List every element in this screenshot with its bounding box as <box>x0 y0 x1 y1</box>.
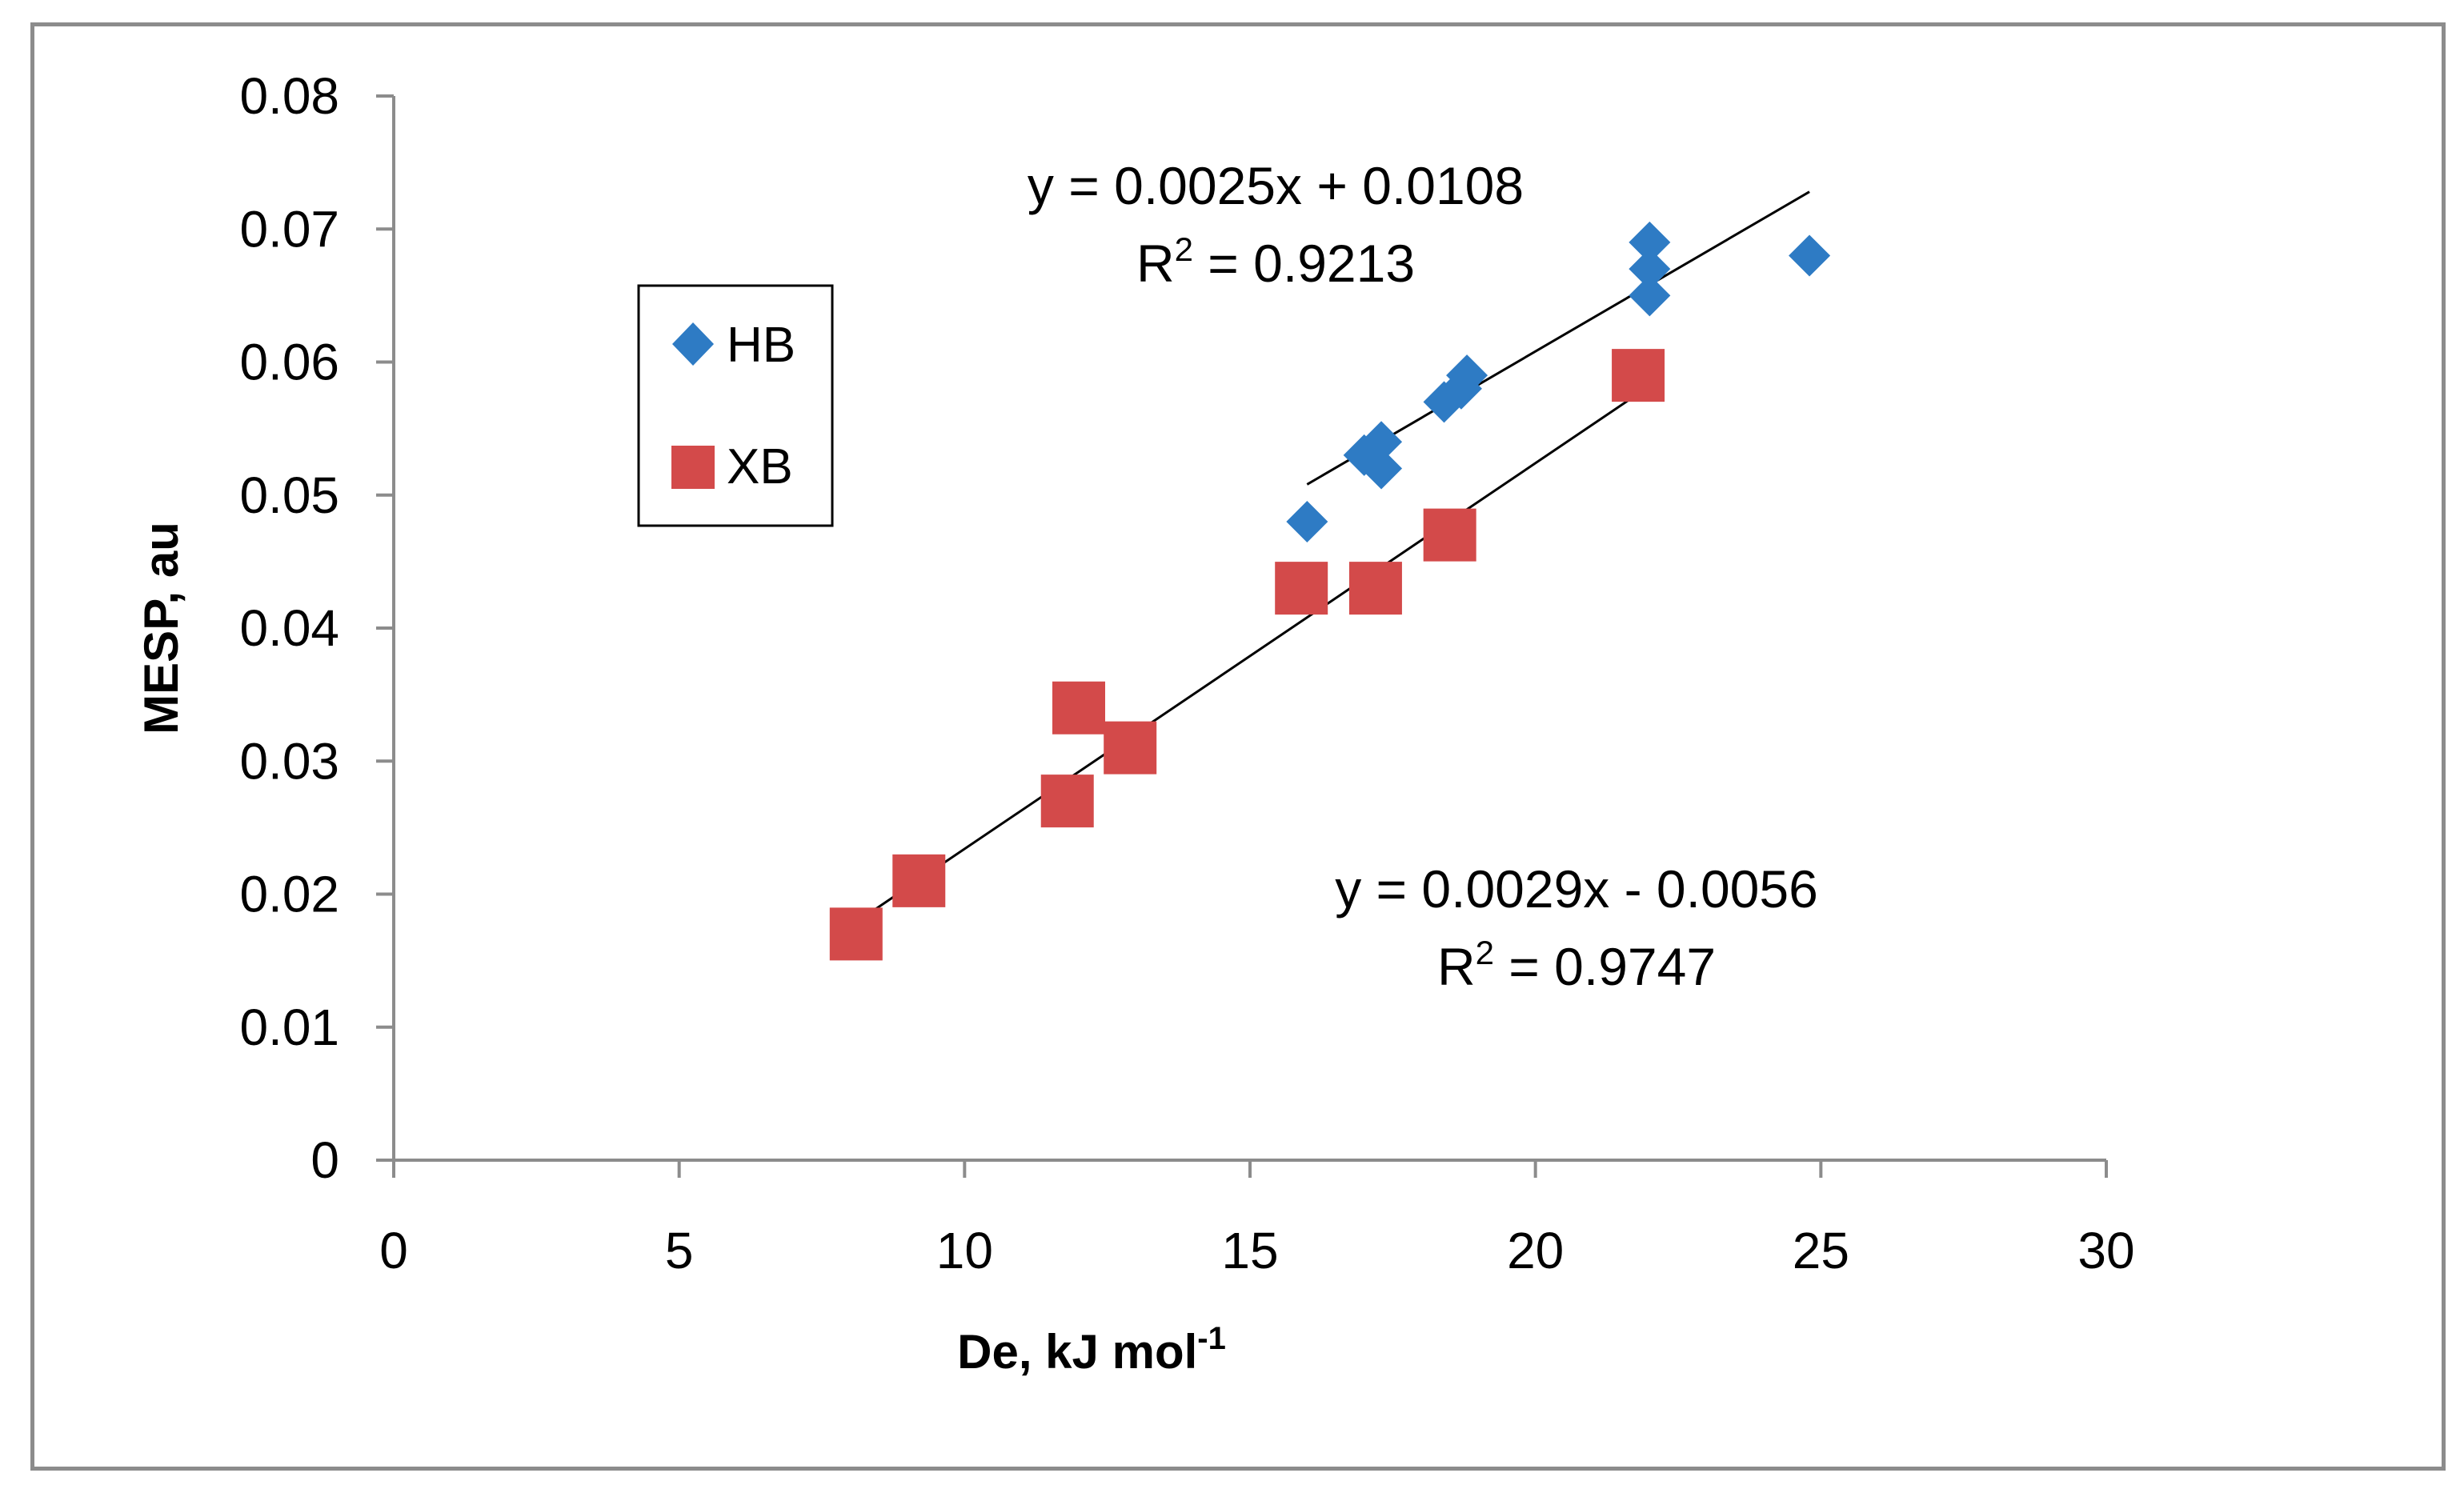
x-tick-label: 10 <box>936 1222 993 1279</box>
x-axis-ticks: 0 5 10 15 20 25 30 <box>379 1160 2135 1279</box>
xb-equation: y = 0.0029x - 0.0056 <box>1335 859 1818 919</box>
y-tick-label: 0.03 <box>239 732 339 790</box>
xb-r-squared: R2 = 0.9747 <box>1437 934 1716 996</box>
xb-point <box>1275 562 1328 615</box>
y-tick-label: 0.08 <box>239 67 339 125</box>
chart-frame <box>30 22 2446 1471</box>
y-tick-label: 0 <box>311 1131 339 1189</box>
legend-xb-label: XB <box>727 439 793 494</box>
hb-point <box>1360 447 1403 490</box>
x-axis-title: De, kJ mol-1 <box>957 1321 1226 1379</box>
x-tick-label: 15 <box>1221 1222 1278 1279</box>
x-tick-label: 5 <box>665 1222 694 1279</box>
hb-point <box>1789 234 1831 277</box>
x-axis-title-superscript: -1 <box>1197 1321 1226 1356</box>
y-tick-label: 0.07 <box>239 200 339 258</box>
y-tick-label: 0.01 <box>239 999 339 1056</box>
legend-xb-marker-icon <box>671 446 715 489</box>
xb-point <box>1052 681 1105 734</box>
y-tick-label: 0.05 <box>239 466 339 524</box>
hb-r-squared: R2 = 0.9213 <box>1136 230 1415 293</box>
y-tick-label: 0.04 <box>239 599 339 657</box>
legend-hb-label: HB <box>727 318 795 373</box>
hb-point <box>1360 421 1403 463</box>
x-tick-label: 20 <box>1507 1222 1564 1279</box>
hb-equation: y = 0.0025x + 0.0108 <box>1028 156 1524 215</box>
xb-point <box>829 907 883 961</box>
hb-point <box>1446 354 1488 397</box>
y-axis-title: MESP, au <box>134 522 188 734</box>
trendlines <box>849 190 1810 927</box>
y-tick-label: 0.06 <box>239 334 339 391</box>
y-axis-ticks: 0 0.01 0.02 0.03 0.04 0.05 0.06 0.07 0.08 <box>239 67 394 1189</box>
xb-point <box>1104 721 1157 775</box>
xb-point <box>1040 775 1094 828</box>
hb-point <box>1286 501 1328 542</box>
x-tick-label: 0 <box>379 1222 408 1279</box>
hb-point <box>1629 221 1671 263</box>
legend: HB XB <box>637 284 834 527</box>
xb-point <box>1423 508 1476 562</box>
xb-point <box>1612 349 1665 402</box>
y-tick-label: 0.02 <box>239 866 339 923</box>
hb-point <box>1629 274 1671 317</box>
hb-point <box>1629 248 1671 290</box>
legend-hb-marker-icon <box>672 322 714 366</box>
xb-point <box>1348 562 1402 615</box>
xb-trendline <box>849 392 1639 927</box>
legend-box <box>637 284 834 527</box>
x-tick-label: 25 <box>1793 1222 1849 1279</box>
data-points <box>829 221 1831 961</box>
xb-point <box>892 854 946 907</box>
x-tick-label: 30 <box>2077 1222 2134 1279</box>
